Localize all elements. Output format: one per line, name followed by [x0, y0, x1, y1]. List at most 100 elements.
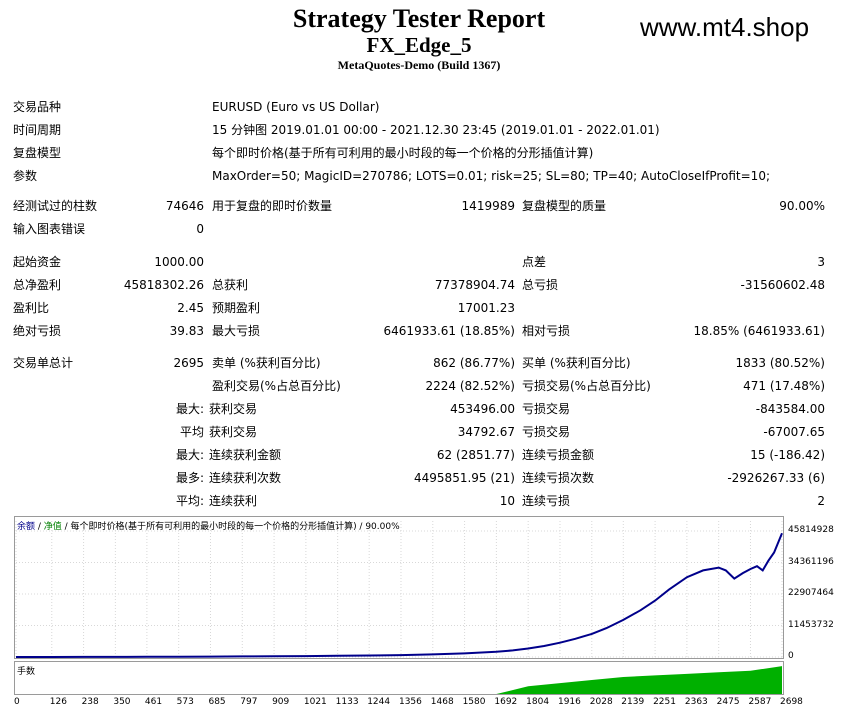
max-consec-wins-value: 62 (2851.77)	[436, 448, 515, 462]
net-profit-value: 45818302.26	[123, 278, 204, 292]
largest-profit-value: 453496.00	[450, 402, 515, 416]
short-positions-label: 卖单 (%获利百分比)	[212, 356, 321, 370]
stats-row-deposit: 起始资金 1000.00 点差 3	[0, 253, 845, 271]
y-tick-label-3: 11453732	[788, 619, 834, 630]
watermark-text: www.mt4.shop	[640, 12, 810, 42]
stats-row-maximal: 最多: 连续获利次数 4495851.95 (21) 连续亏损次数 -29262…	[0, 469, 845, 487]
short-positions-value: 862 (86.77%)	[433, 356, 515, 370]
largest-profit-label: 获利交易	[209, 402, 258, 416]
max-consec-losses-value: 15 (-186.42)	[750, 448, 825, 462]
largest-loss-label: 亏损交易	[522, 402, 571, 416]
x-tick-label-1: 126	[49, 697, 67, 707]
maximal-profit-label: 连续获利次数	[209, 471, 282, 485]
stats-row-trades: 交易单总计 2695 卖单 (%获利百分比) 862 (86.77%) 买单 (…	[0, 354, 845, 372]
average-profit-label: 获利交易	[209, 425, 258, 439]
report-title: Strategy Tester Report	[292, 4, 546, 33]
loss-trades-value: 471 (17.48%)	[743, 379, 825, 393]
x-tick-label-21: 2363	[684, 697, 708, 707]
legend-model: / 每个即时价格(基于所有可利用的最小时段的每一个价格的分形插值计算) / 90…	[61, 522, 400, 532]
expected-payoff-label: 预期盈利	[212, 301, 261, 315]
chart-legend: 余额 / 净值 / 每个即时价格(基于所有可利用的最小时段的每一个价格的分形插值…	[17, 519, 400, 532]
max-drawdown-value: 6461933.61 (18.85%)	[383, 324, 515, 338]
legend-equity: 净值	[43, 522, 62, 532]
x-tick-label-4: 461	[144, 697, 163, 707]
deposit-label: 起始资金	[13, 255, 62, 269]
stats-row-avg-consec: 平均: 连续获利 10 连续亏损 2	[0, 492, 845, 510]
profit-trades-label: 盈利交易(%占总百分比)	[212, 379, 341, 393]
x-tick-label-20: 2251	[653, 697, 676, 707]
x-tick-label-5: 573	[176, 697, 194, 707]
balance-chart-frame	[14, 516, 784, 659]
average-label: 平均	[179, 425, 204, 439]
period-value: 15 分钟图 2019.01.01 00:00 - 2021.12.30 23:…	[212, 123, 660, 137]
x-tick-label-10: 1133	[335, 697, 359, 707]
total-trades-value: 2695	[173, 356, 204, 370]
symbol-label: 交易品种	[13, 100, 62, 114]
x-tick-label-15: 1692	[494, 697, 518, 707]
x-tick-label-3: 350	[113, 697, 131, 707]
average-loss-value: -67007.65	[763, 425, 825, 439]
stats-row-average: 平均 获利交易 34792.67 亏损交易 -67007.65	[0, 423, 845, 441]
abs-drawdown-label: 绝对亏损	[13, 324, 62, 338]
largest-label: 最大:	[175, 402, 204, 416]
x-tick-label-9: 1021	[303, 697, 327, 707]
errors-label: 输入图表错误	[13, 222, 86, 236]
stats-row-largest: 最大: 获利交易 453496.00 亏损交易 -843584.00	[0, 400, 845, 418]
avg-consec-losses-value: 2	[817, 494, 825, 508]
avg-consec-wins-value: 10	[499, 494, 515, 508]
server-build: MetaQuotes-Demo (Build 1367)	[337, 58, 501, 72]
x-tick-label-7: 797	[240, 697, 258, 707]
maximal-loss-value: -2926267.33 (6)	[727, 471, 825, 485]
info-row-params: 参数 MaxOrder=50; MagicID=270786; LOTS=0.0…	[0, 167, 845, 185]
net-profit-label: 总净盈利	[13, 278, 62, 292]
expert-name: FX_Edge_5	[366, 33, 472, 57]
x-tick-label-18: 2028	[589, 697, 613, 707]
long-positions-value: 1833 (80.52%)	[735, 356, 825, 370]
maximal-profit-value: 4495851.95 (21)	[414, 471, 515, 485]
profit-factor-label: 盈利比	[13, 301, 50, 315]
avg-consec-wins-label: 连续获利	[209, 494, 258, 508]
maximal-label: 最多:	[175, 471, 204, 485]
ticks-label: 用于复盘的即时价数量	[212, 199, 333, 213]
largest-loss-value: -843584.00	[755, 402, 825, 416]
x-tick-label-11: 1244	[367, 697, 391, 707]
y-tick-label-1: 34361196	[788, 556, 834, 567]
x-tick-label-12: 1356	[398, 697, 422, 707]
max-consec-losses-label: 连续亏损金额	[522, 448, 595, 462]
quality-value: 90.00%	[779, 199, 825, 213]
y-tick-label-2: 22907464	[788, 588, 834, 598]
x-tick-label-13: 1468	[430, 697, 454, 707]
gross-profit-value: 77378904.74	[434, 278, 515, 292]
y-tick-label-0: 45814928	[788, 525, 834, 535]
max-consec-label: 最大:	[175, 448, 204, 462]
average-loss-label: 亏损交易	[522, 425, 571, 439]
profit-trades-value: 2224 (82.52%)	[425, 379, 515, 393]
legend-balance: 余额	[17, 522, 36, 532]
x-tick-label-6: 685	[208, 697, 226, 707]
gross-loss-label: 总亏损	[522, 278, 559, 292]
total-trades-label: 交易单总计	[13, 356, 74, 370]
params-value: MaxOrder=50; MagicID=270786; LOTS=0.01; …	[212, 169, 770, 183]
params-label: 参数	[13, 169, 38, 183]
stats-row-max-consec: 最大: 连续获利金额 62 (2851.77) 连续亏损金额 15 (-186.…	[0, 446, 845, 464]
model-label: 复盘模型	[13, 146, 62, 160]
x-tick-label-8: 909	[272, 697, 290, 707]
stats-row-net: 总净盈利 45818302.26 总获利 77378904.74 总亏损 -31…	[0, 276, 845, 294]
ticks-value: 1419989	[461, 199, 515, 213]
spread-label: 点差	[522, 255, 547, 269]
x-tick-label-14: 1580	[462, 697, 486, 707]
spread-value: 3	[817, 255, 825, 269]
avg-consec-losses-label: 连续亏损	[522, 494, 571, 508]
quality-label: 复盘模型的质量	[522, 199, 607, 213]
x-tick-label-17: 1916	[557, 697, 581, 707]
rel-drawdown-label: 相对亏损	[522, 324, 571, 338]
y-tick-label-4: 0	[788, 651, 794, 661]
info-row-model: 复盘模型 每个即时价格(基于所有可利用的最小时段的每一个价格的分形插值计算)	[0, 144, 845, 162]
avg-consec-label: 平均:	[175, 494, 204, 508]
maximal-loss-label: 连续亏损次数	[522, 471, 595, 485]
symbol-value: EURUSD (Euro vs US Dollar)	[212, 100, 380, 114]
volume-area	[16, 666, 782, 694]
info-row-symbol: 交易品种 EURUSD (Euro vs US Dollar)	[0, 98, 845, 116]
stats-row-bars: 经测试过的柱数 74646 用于复盘的即时价数量 1419989 复盘模型的质量…	[0, 197, 845, 215]
